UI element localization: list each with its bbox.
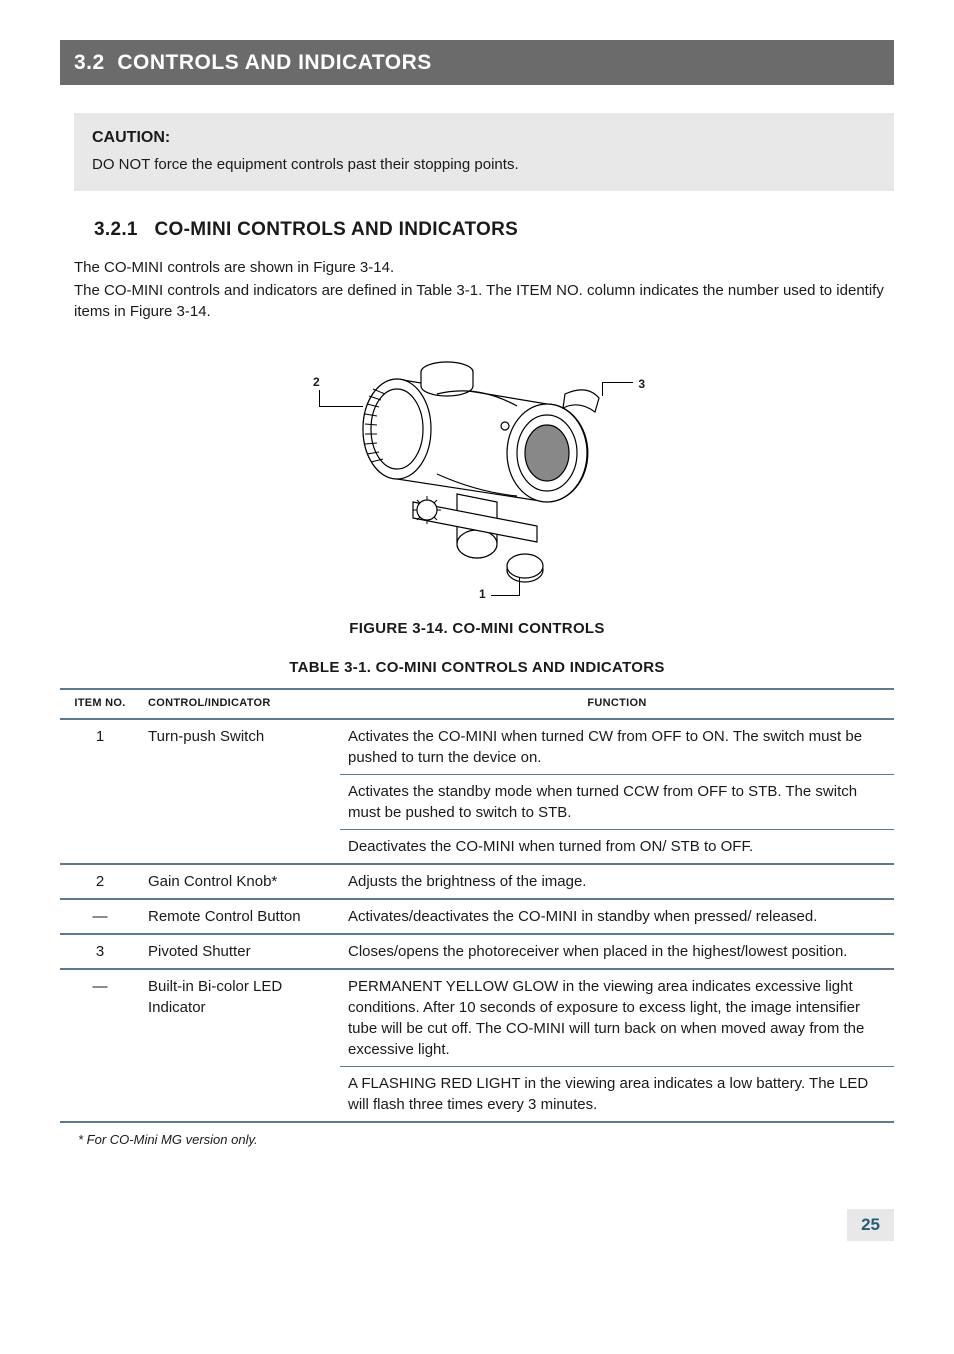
page-number: 25	[847, 1209, 894, 1241]
cell-item: 3	[60, 934, 140, 969]
table-row: 2 Gain Control Knob* Adjusts the brightn…	[60, 864, 894, 899]
paragraph-1: The CO-MINI controls are shown in Figure…	[74, 257, 894, 278]
cell-func: Activates/deactivates the CO-MINI in sta…	[340, 899, 894, 934]
cell-item	[60, 1066, 140, 1122]
figure-leader-2h	[319, 406, 363, 407]
table-row: 3 Pivoted Shutter Closes/opens the photo…	[60, 934, 894, 969]
cell-item	[60, 774, 140, 829]
cell-ctrl	[140, 774, 340, 829]
figure-leader-1v	[519, 578, 520, 596]
table-row: Deactivates the CO-MINI when turned from…	[60, 829, 894, 864]
subsection-heading: CO-MINI CONTROLS AND INDICATORS	[155, 219, 519, 240]
col-function: FUNCTION	[340, 689, 894, 718]
cell-func: PERMANENT YELLOW GLOW in the viewing are…	[340, 969, 894, 1067]
section-header: 3.2 CONTROLS AND INDICATORS	[60, 40, 894, 85]
caution-text: DO NOT force the equipment controls past…	[92, 154, 876, 175]
figure-image: 2 3 1	[307, 334, 647, 604]
section-title: CONTROLS AND INDICATORS	[117, 51, 431, 74]
controls-table: ITEM NO. CONTROL/INDICATOR FUNCTION 1 Tu…	[60, 688, 894, 1122]
table-row: — Built-in Bi-color LED Indicator PERMAN…	[60, 969, 894, 1067]
table-footnote: * For CO-Mini MG version only.	[78, 1131, 894, 1149]
table-row: A FLASHING RED LIGHT in the viewing area…	[60, 1066, 894, 1122]
table-row: Activates the standby mode when turned C…	[60, 774, 894, 829]
figure-leader-2v	[319, 390, 320, 406]
subsection-number: 3.2.1	[94, 219, 138, 240]
figure-leader-3v	[602, 382, 603, 396]
cell-item: —	[60, 969, 140, 1067]
cell-item: —	[60, 899, 140, 934]
caution-label: CAUTION:	[92, 127, 876, 149]
cell-func: Deactivates the CO-MINI when turned from…	[340, 829, 894, 864]
figure-leader-3h	[603, 382, 633, 383]
cell-func: Closes/opens the photoreceiver when plac…	[340, 934, 894, 969]
device-illustration	[307, 334, 647, 604]
table-row: 1 Turn-push Switch Activates the CO-MINI…	[60, 719, 894, 775]
col-item-no: ITEM NO.	[60, 689, 140, 718]
table-header-row: ITEM NO. CONTROL/INDICATOR FUNCTION	[60, 689, 894, 718]
col-control-indicator: CONTROL/INDICATOR	[140, 689, 340, 718]
cell-ctrl: Remote Control Button	[140, 899, 340, 934]
caution-box: CAUTION: DO NOT force the equipment cont…	[74, 113, 894, 190]
cell-func: Activates the CO-MINI when turned CW fro…	[340, 719, 894, 775]
figure-caption: FIGURE 3-14. CO-MINI CONTROLS	[60, 618, 894, 639]
figure-label-2: 2	[313, 374, 320, 391]
section-number: 3.2	[74, 51, 105, 74]
table-row: — Remote Control Button Activates/deacti…	[60, 899, 894, 934]
figure-label-1: 1	[479, 586, 486, 603]
cell-item: 1	[60, 719, 140, 775]
cell-func: A FLASHING RED LIGHT in the viewing area…	[340, 1066, 894, 1122]
subsection-title: 3.2.1 CO-MINI CONTROLS AND INDICATORS	[94, 217, 894, 244]
table-caption: TABLE 3-1. CO-MINI CONTROLS AND INDICATO…	[60, 657, 894, 678]
cell-item: 2	[60, 864, 140, 899]
cell-ctrl: Turn-push Switch	[140, 719, 340, 775]
figure-3-14: 2 3 1	[60, 334, 894, 610]
cell-item	[60, 829, 140, 864]
cell-ctrl: Built-in Bi-color LED Indicator	[140, 969, 340, 1067]
figure-leader-1h	[491, 595, 519, 596]
cell-ctrl: Gain Control Knob*	[140, 864, 340, 899]
figure-label-3: 3	[638, 376, 645, 393]
cell-ctrl	[140, 1066, 340, 1122]
cell-func: Activates the standby mode when turned C…	[340, 774, 894, 829]
paragraph-2: The CO-MINI controls and indicators are …	[74, 280, 894, 322]
cell-func: Adjusts the brightness of the image.	[340, 864, 894, 899]
cell-ctrl	[140, 829, 340, 864]
cell-ctrl: Pivoted Shutter	[140, 934, 340, 969]
